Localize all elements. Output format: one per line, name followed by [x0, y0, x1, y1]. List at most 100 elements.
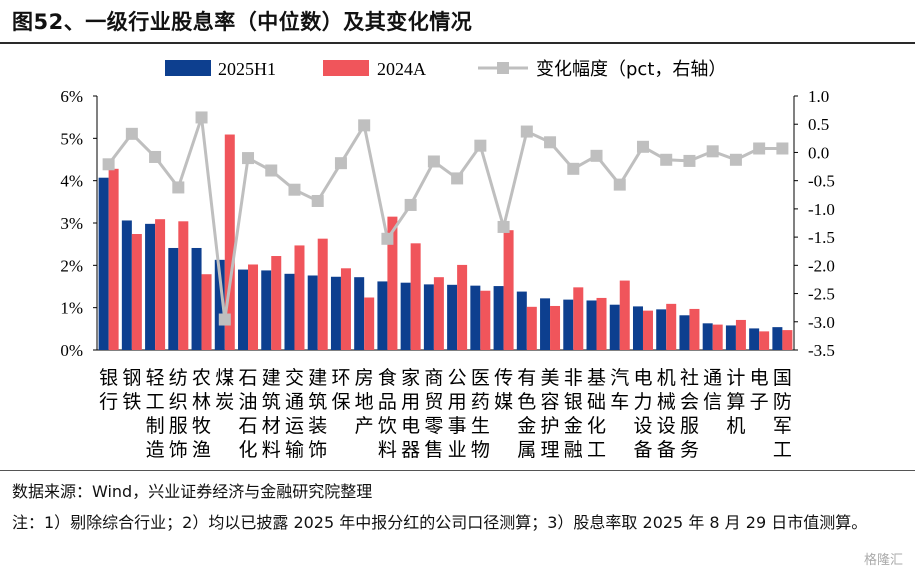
- category-char: 有: [517, 367, 536, 389]
- bar-2025h1: [377, 281, 388, 350]
- change-point: [729, 153, 742, 166]
- category-char: 输: [285, 439, 304, 461]
- category-char: 家: [401, 367, 420, 389]
- category-char: 行: [99, 391, 118, 413]
- right-tick-label: 0.0: [808, 143, 829, 162]
- bar-2024a: [457, 264, 468, 350]
- bar-2024a: [619, 280, 630, 350]
- category-char: 金: [517, 415, 536, 437]
- category-char: 电: [633, 367, 652, 389]
- bar-2025h1: [330, 276, 341, 350]
- category-char: 运: [285, 415, 304, 437]
- category-char: 服: [169, 415, 188, 437]
- category-char: 化: [239, 439, 258, 461]
- category-char: 设: [657, 415, 676, 437]
- category-char: 公: [448, 367, 467, 389]
- bars: [98, 134, 793, 350]
- bar-2025h1: [493, 286, 504, 350]
- category-char: 保: [331, 391, 350, 413]
- category-char: 零: [424, 415, 443, 437]
- category-char: 电: [401, 415, 420, 437]
- category-label: 钢铁: [122, 367, 141, 413]
- category-char: 纺: [169, 367, 188, 389]
- category-char: 造: [146, 439, 165, 461]
- category-char: 算: [726, 391, 745, 413]
- category-char: 商: [424, 367, 443, 389]
- change-point: [451, 172, 464, 185]
- category-char: 子: [750, 391, 769, 413]
- category-char: 机: [726, 415, 745, 437]
- category-char: 工: [146, 391, 165, 413]
- category-char: 械: [657, 391, 676, 413]
- bar-2024a: [271, 256, 282, 350]
- bar-2025h1: [261, 270, 272, 350]
- category-char: 料: [262, 439, 281, 461]
- category-char: 材: [262, 415, 281, 437]
- category-char: 农: [192, 367, 211, 389]
- category-char: 社: [680, 367, 699, 389]
- bar-2024a: [433, 277, 444, 350]
- category-char: 银: [99, 367, 118, 389]
- bar-2024a: [666, 303, 677, 350]
- category-char: 医: [471, 367, 490, 389]
- category-char: 工: [587, 439, 606, 461]
- category-char: 汽: [610, 367, 629, 389]
- bar-2024a: [317, 238, 328, 350]
- bar-2024a: [224, 134, 235, 350]
- category-label: 电子: [750, 367, 769, 413]
- category-char: 贸: [424, 391, 443, 413]
- change-point: [404, 198, 417, 211]
- bar-2024a: [759, 331, 770, 350]
- change-point: [311, 194, 324, 207]
- bar-2025h1: [354, 277, 365, 350]
- category-char: 军: [773, 415, 792, 437]
- change-point: [544, 136, 557, 149]
- category-char: 计: [726, 367, 745, 389]
- change-point: [706, 145, 719, 158]
- title-divider: [0, 42, 915, 44]
- category-char: 用: [401, 391, 420, 413]
- category-char: 通: [285, 391, 304, 413]
- left-tick-label: 5%: [60, 129, 83, 148]
- category-char: 通: [703, 367, 722, 389]
- category-char: 媒: [494, 391, 513, 413]
- bar-2024a: [178, 221, 189, 350]
- bar-2024a: [596, 297, 607, 350]
- bar-2025h1: [145, 223, 156, 350]
- category-char: 事: [448, 415, 467, 437]
- category-char: 炭: [215, 391, 234, 413]
- change-point: [660, 153, 673, 166]
- bar-2024a: [712, 324, 723, 350]
- category-char: 产: [355, 415, 374, 437]
- change-point: [520, 125, 533, 138]
- title-bar: 图52、一级行业股息率（中位数）及其变化情况: [0, 0, 915, 44]
- bar-2025h1: [540, 298, 551, 350]
- change-point: [102, 158, 115, 171]
- category-label: 环保: [331, 367, 350, 413]
- bar-2024a: [131, 234, 142, 350]
- category-char: 饰: [169, 439, 188, 461]
- category-char: 地: [355, 391, 374, 413]
- bar-2025h1: [609, 304, 620, 350]
- change-point: [242, 152, 255, 165]
- change-point: [195, 111, 208, 124]
- category-char: 备: [657, 439, 676, 461]
- change-point: [590, 149, 603, 162]
- category-char: 石: [239, 415, 258, 437]
- category-char: 装: [308, 415, 327, 437]
- change-point: [567, 162, 580, 175]
- category-char: 银: [564, 391, 583, 413]
- category-char: 渔: [192, 439, 211, 461]
- bar-2025h1: [284, 273, 295, 350]
